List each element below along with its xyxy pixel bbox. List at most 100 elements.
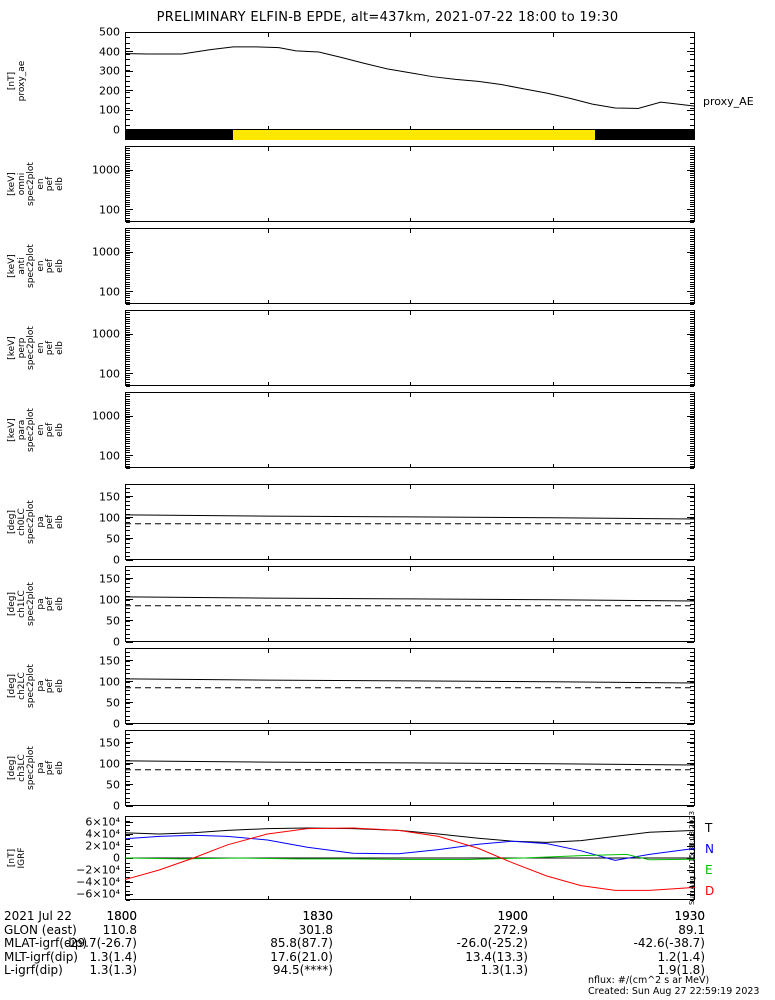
table-cell: 13.4(13.3) — [465, 949, 528, 964]
ylabel-line: elb — [54, 259, 65, 273]
trace-group-pa-ch0lc — [124, 514, 696, 525]
ytick-label: 2×10⁴ — [85, 839, 120, 853]
ylabel-line: proxy_ae — [16, 60, 27, 102]
ytick-label: 1000 — [92, 245, 120, 259]
trace-proxy_AE — [124, 46, 696, 109]
ylabel-pa-ch1lc: elb pef pa spec2plot ch1LC [deg] — [7, 566, 65, 642]
ytick-label: 6×10⁴ — [85, 815, 120, 829]
ytick-label: 4×10⁴ — [85, 827, 120, 841]
ytick-label: 400 — [99, 45, 120, 59]
footer-notes: nflux: #/(cm^2 s ar MeV) Created: Sun Au… — [588, 975, 759, 997]
page-title: PRELIMINARY ELFIN-B EPDE, alt=437km, 202… — [156, 10, 619, 25]
created-timestamp: Created: Sun Aug 27 22:59:19 2023 — [588, 986, 760, 997]
ytick-label: 1000 — [92, 163, 120, 177]
table-cell: 85.8(87.7) — [270, 936, 333, 951]
table-cell: 1900 — [497, 909, 528, 923]
table-cell: 1.9(1.8) — [657, 963, 705, 978]
ylabel-line: elb — [54, 515, 65, 529]
trace-loss-cone-upper — [124, 678, 696, 684]
table-cell: 110.8 — [102, 922, 137, 937]
ylabel-line: elb — [54, 177, 65, 191]
legend-item-E: E — [705, 863, 713, 877]
status-segment-1 — [233, 130, 596, 140]
ytick-label: 1000 — [92, 327, 120, 341]
ylabel-en-perp: elb pef en spec2plot perp [keV] — [7, 310, 65, 386]
legend-item-N: N — [705, 842, 714, 856]
ylabel-line: IGRF — [16, 847, 27, 869]
ylabel-line: elb — [54, 423, 65, 437]
ytick-label: 500 — [99, 25, 120, 39]
ylabel-en-omni: elb pef en spec2plot omni [keV] — [7, 146, 65, 222]
ytick-label: 50 — [106, 778, 120, 792]
ytick-label: 0 — [113, 553, 120, 567]
ylabel-en-para: elb pef en spec2plot para [keV] — [7, 392, 65, 468]
ytick-label: 0 — [113, 635, 120, 649]
ytick-label: 100 — [99, 757, 120, 771]
table-date-label: 2021 Jul 22 — [4, 909, 72, 923]
side-created-stamp: Sun Aug 27 15:38:18 2023 — [688, 810, 696, 905]
ytick-label: 100 — [99, 103, 120, 117]
ytick-label: 150 — [99, 736, 120, 750]
proxy-ae-series-label: proxy_AE — [703, 95, 754, 108]
table-cell: -42.6(-38.7) — [633, 936, 705, 951]
ytick-label: 100 — [99, 285, 120, 299]
panel-pa-ch1lc — [125, 566, 695, 642]
table-cell: 1.3(1.3) — [480, 963, 528, 978]
xtick-label-1900: 1900 — [497, 909, 528, 923]
ylabel-pa-ch0lc: elb pef pa spec2plot ch0LC [deg] — [7, 484, 65, 560]
table-cell: 272.9 — [493, 922, 528, 937]
status-bar — [125, 130, 695, 140]
trace-loss-cone-upper — [124, 760, 696, 766]
ytick-label: 50 — [106, 532, 120, 546]
ylabel-proxy-ae: proxy_ae [nT] — [7, 32, 27, 130]
table-cell: 1.3(1.3) — [89, 963, 137, 978]
ytick-label: 50 — [106, 696, 120, 710]
ytick-label: 100 — [99, 203, 120, 217]
panel-pa-ch3lc — [125, 730, 695, 806]
ylabel-line: elb — [54, 761, 65, 775]
legend-item-D: D — [705, 884, 715, 898]
trace-E — [124, 853, 696, 861]
ylabel-en-anti: elb pef en spec2plot anti [keV] — [7, 228, 65, 304]
ylabel-pa-ch3lc: elb pef pa spec2plot ch3LC [deg] — [7, 730, 65, 806]
ytick-label: −4×10⁴ — [76, 875, 120, 889]
table-cell: 301.8 — [298, 922, 333, 937]
ylabel-pa-ch2lc: elb pef pa spec2plot ch2LC [deg] — [7, 648, 65, 724]
table-cell: 1.2(1.4) — [657, 949, 705, 964]
trace-D — [124, 827, 696, 891]
table-cell: 1.3(1.4) — [89, 949, 137, 964]
trace-group-pa-ch1lc — [124, 596, 696, 607]
table-row-label: L-igrf(dip) — [4, 963, 63, 978]
trace-loss-cone-upper — [124, 514, 696, 520]
status-segment-0 — [125, 130, 234, 140]
trace-group-igrf — [124, 827, 696, 891]
x-axis-tick-labels: 1800 1830 1900 1930 — [0, 910, 775, 924]
table-cell: 89.1 — [678, 922, 705, 937]
table-cell: -29.7(-26.7) — [65, 936, 137, 951]
ytick-label: −6×10⁴ — [76, 887, 120, 901]
ytick-label: 100 — [99, 593, 120, 607]
panel-pa-ch2lc — [125, 648, 695, 724]
ylabel-line: elb — [54, 679, 65, 693]
ytick-label: 150 — [99, 654, 120, 668]
ylabel-igrf: IGRF [nT] — [7, 816, 27, 900]
ytick-label: 100 — [99, 449, 120, 463]
trace-group-proxy-ae — [124, 46, 696, 109]
trace-T — [124, 827, 696, 843]
table-row-label: MLAT-igrf(dip) — [4, 936, 88, 951]
ytick-label: 0 — [113, 799, 120, 813]
xtick-label-1930: 1930 — [674, 909, 705, 923]
ytick-label: 0 — [113, 851, 120, 865]
ytick-label: 0 — [113, 717, 120, 731]
trace-group-pa-ch2lc — [124, 678, 696, 689]
ytick-label: 1000 — [92, 409, 120, 423]
table-cell: 94.5(****) — [272, 963, 333, 978]
flux-units-note: nflux: #/(cm^2 s ar MeV) — [588, 975, 710, 986]
trace-N — [124, 834, 696, 861]
ytick-label: 100 — [99, 675, 120, 689]
ytick-label: 100 — [99, 511, 120, 525]
ytick-label: 300 — [99, 64, 120, 78]
table-cell: 1830 — [302, 909, 333, 923]
table-row-label: GLON (east) — [4, 922, 77, 937]
panel-en-para — [125, 392, 695, 468]
